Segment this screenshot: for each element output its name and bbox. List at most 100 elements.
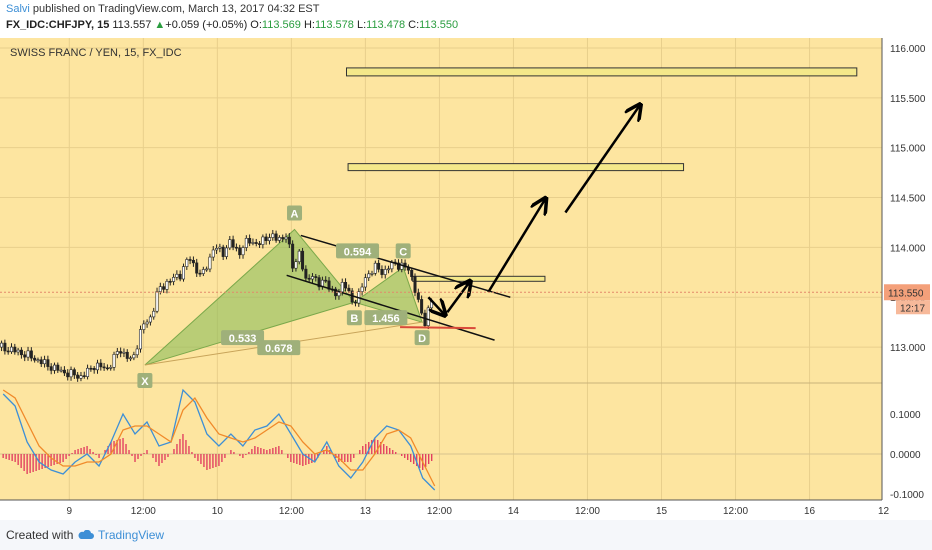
chart-svg[interactable]: X A B C D 0.594 0.533 0.678 1.456 116.000 115.500… <box>0 38 932 520</box>
candle-body <box>234 246 238 249</box>
symbol-name[interactable]: FX_IDC:CHFJPY, 15 <box>6 19 110 31</box>
osc-tick-label: 0.1000 <box>890 410 921 421</box>
published-text: published on TradingView.com, March 13, … <box>29 3 320 15</box>
candle-body <box>383 269 387 275</box>
candle-body <box>297 250 301 263</box>
candle-body <box>224 247 228 257</box>
candle-body <box>9 346 13 353</box>
candle-body <box>152 310 156 318</box>
candle-body <box>112 354 116 368</box>
publish-info: Salvi published on TradingView.com, Marc… <box>6 3 320 15</box>
candle-body <box>211 249 215 258</box>
last-price: 113.557 <box>112 19 152 31</box>
candle-body <box>33 357 37 361</box>
candle-body <box>102 366 106 369</box>
candle-body <box>267 237 271 242</box>
candle-body <box>228 239 232 249</box>
candle-body <box>347 287 351 292</box>
candle-body <box>181 266 185 280</box>
cloud-icon <box>78 530 94 539</box>
candle-body <box>23 354 27 358</box>
last-price-tag <box>884 284 930 301</box>
candle-body <box>271 233 275 238</box>
point-label-a: A <box>291 208 299 220</box>
candle-body <box>324 279 328 282</box>
time-tick-label: 12:00 <box>279 506 304 517</box>
candle-body <box>3 342 7 352</box>
projection-arrow <box>446 282 469 313</box>
candle-body <box>19 349 23 356</box>
candle-body <box>92 368 96 371</box>
candle-body <box>46 359 50 367</box>
time-axis-bg <box>0 500 932 520</box>
candle-body <box>39 359 43 365</box>
candle-body <box>377 262 381 270</box>
candle-body <box>36 359 40 362</box>
candle-body <box>26 350 30 358</box>
candle-body <box>191 259 195 264</box>
candle-body <box>119 351 123 354</box>
point-label-b: B <box>350 313 358 325</box>
candle-body <box>344 282 348 289</box>
candle-body <box>142 323 146 330</box>
countdown-tag <box>896 300 930 315</box>
candle-body <box>201 269 205 274</box>
candle-body <box>79 375 83 379</box>
candle-body <box>353 301 357 304</box>
grid <box>0 38 885 500</box>
candle-body <box>380 269 384 275</box>
point-label-c-bg <box>395 243 411 259</box>
candle-body <box>188 259 192 261</box>
candle-body <box>277 237 281 241</box>
candle-body <box>304 268 308 279</box>
projection-arrow <box>564 106 639 214</box>
price-tick-label: 115.000 <box>890 144 926 155</box>
change-arrow-icon: ▲ <box>154 19 166 31</box>
ratio-label: 1.456 <box>372 313 400 325</box>
candle-body <box>218 246 222 249</box>
ratio-label: 0.594 <box>344 246 372 258</box>
candle-body <box>208 256 212 270</box>
candle-body <box>307 277 311 280</box>
signal-line <box>2 389 436 487</box>
candle-body <box>248 238 252 244</box>
candle-body <box>59 369 63 372</box>
time-tick-label: 12:00 <box>427 506 452 517</box>
price-tick-label: 114.500 <box>890 194 926 205</box>
price-change: +0.059 (+0.05%) <box>165 19 248 31</box>
candle-body <box>86 367 90 377</box>
candle-body <box>310 276 314 280</box>
candle-body <box>291 243 295 269</box>
candle-body <box>172 276 176 282</box>
candle-body <box>261 236 265 245</box>
candle-body <box>340 282 344 293</box>
close-value: 113.550 <box>419 19 459 31</box>
chart-area[interactable]: X A B C D 0.594 0.533 0.678 1.456 116.000 115.500… <box>0 38 932 520</box>
candle-body <box>69 369 73 378</box>
time-tick-label: 12:00 <box>131 506 156 517</box>
candle-body <box>284 236 288 240</box>
chart-header: Salvi published on TradingView.com, Marc… <box>0 0 932 38</box>
candle-body <box>0 342 4 348</box>
candle-body <box>195 262 199 274</box>
time-tick-label: 9 <box>67 506 73 517</box>
ratio-label-bg <box>364 310 408 326</box>
price-axis-bg <box>882 38 932 520</box>
candle-body <box>426 307 430 326</box>
chart-title: SWISS FRANC / YEN, 15, FX_IDC <box>10 47 182 59</box>
symbol-info: FX_IDC:CHFJPY, 15 113.557 ▲+0.059 (+0.05… <box>6 19 458 31</box>
tradingview-logo[interactable]: TradingView <box>78 528 164 542</box>
candle-body <box>410 269 414 277</box>
candle-body <box>264 236 268 242</box>
time-tick-label: 14 <box>508 506 520 517</box>
candle-body <box>138 329 142 350</box>
close-label: C: <box>408 19 420 31</box>
trend-lines <box>0 106 882 341</box>
trend-line <box>286 274 495 341</box>
author-link[interactable]: Salvi <box>6 3 30 15</box>
candle-body <box>205 268 209 271</box>
candle-body <box>155 291 159 312</box>
candle-body <box>215 248 219 251</box>
price-tick-label: 113.000 <box>890 343 926 354</box>
high-value: 113.578 <box>314 19 354 31</box>
